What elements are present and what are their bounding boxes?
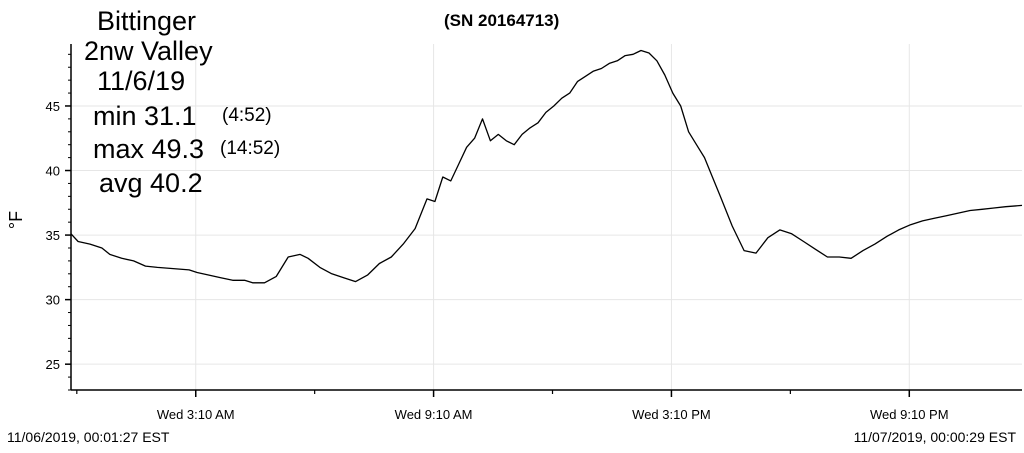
max-time: (14:52) xyxy=(220,138,281,159)
avg-temperature: avg 40.2 xyxy=(99,168,203,198)
report-date: 11/6/19 xyxy=(97,66,186,96)
end-timestamp: 11/07/2019, 00:00:29 EST xyxy=(853,429,1016,445)
temperature-series-line xyxy=(70,49,1023,284)
station-name-line2: 2nw Valley xyxy=(84,36,213,66)
min-temperature: min 31.1 xyxy=(93,101,197,131)
axes xyxy=(70,44,1022,391)
x-tick-label: Wed 9:10 PM xyxy=(870,407,949,422)
grid xyxy=(71,44,1022,390)
x-tick-label: Wed 3:10 AM xyxy=(157,407,235,422)
serial-number: (SN 20164713) xyxy=(444,11,560,30)
station-name-line1: Bittinger xyxy=(97,6,197,36)
max-temperature: max 49.3 xyxy=(93,134,205,164)
y-axis-label: °F xyxy=(6,211,26,229)
start-timestamp: 11/06/2019, 00:01:27 EST xyxy=(7,429,170,445)
series xyxy=(70,49,1023,284)
y-tick-label: 45 xyxy=(46,99,60,114)
min-time: (4:52) xyxy=(222,105,272,126)
x-tick-label: Wed 3:10 PM xyxy=(632,407,711,422)
y-tick-label: 40 xyxy=(46,164,60,179)
y-tick-label: 35 xyxy=(46,228,60,243)
ticks: 25 30 35 40 45 Wed 3:10 AM Wed 9:10 AM Wed 3:10… xyxy=(46,53,949,422)
y-tick-label: 30 xyxy=(46,293,60,308)
x-tick-label: Wed 9:10 AM xyxy=(395,407,473,422)
y-tick-label: 25 xyxy=(46,357,60,372)
